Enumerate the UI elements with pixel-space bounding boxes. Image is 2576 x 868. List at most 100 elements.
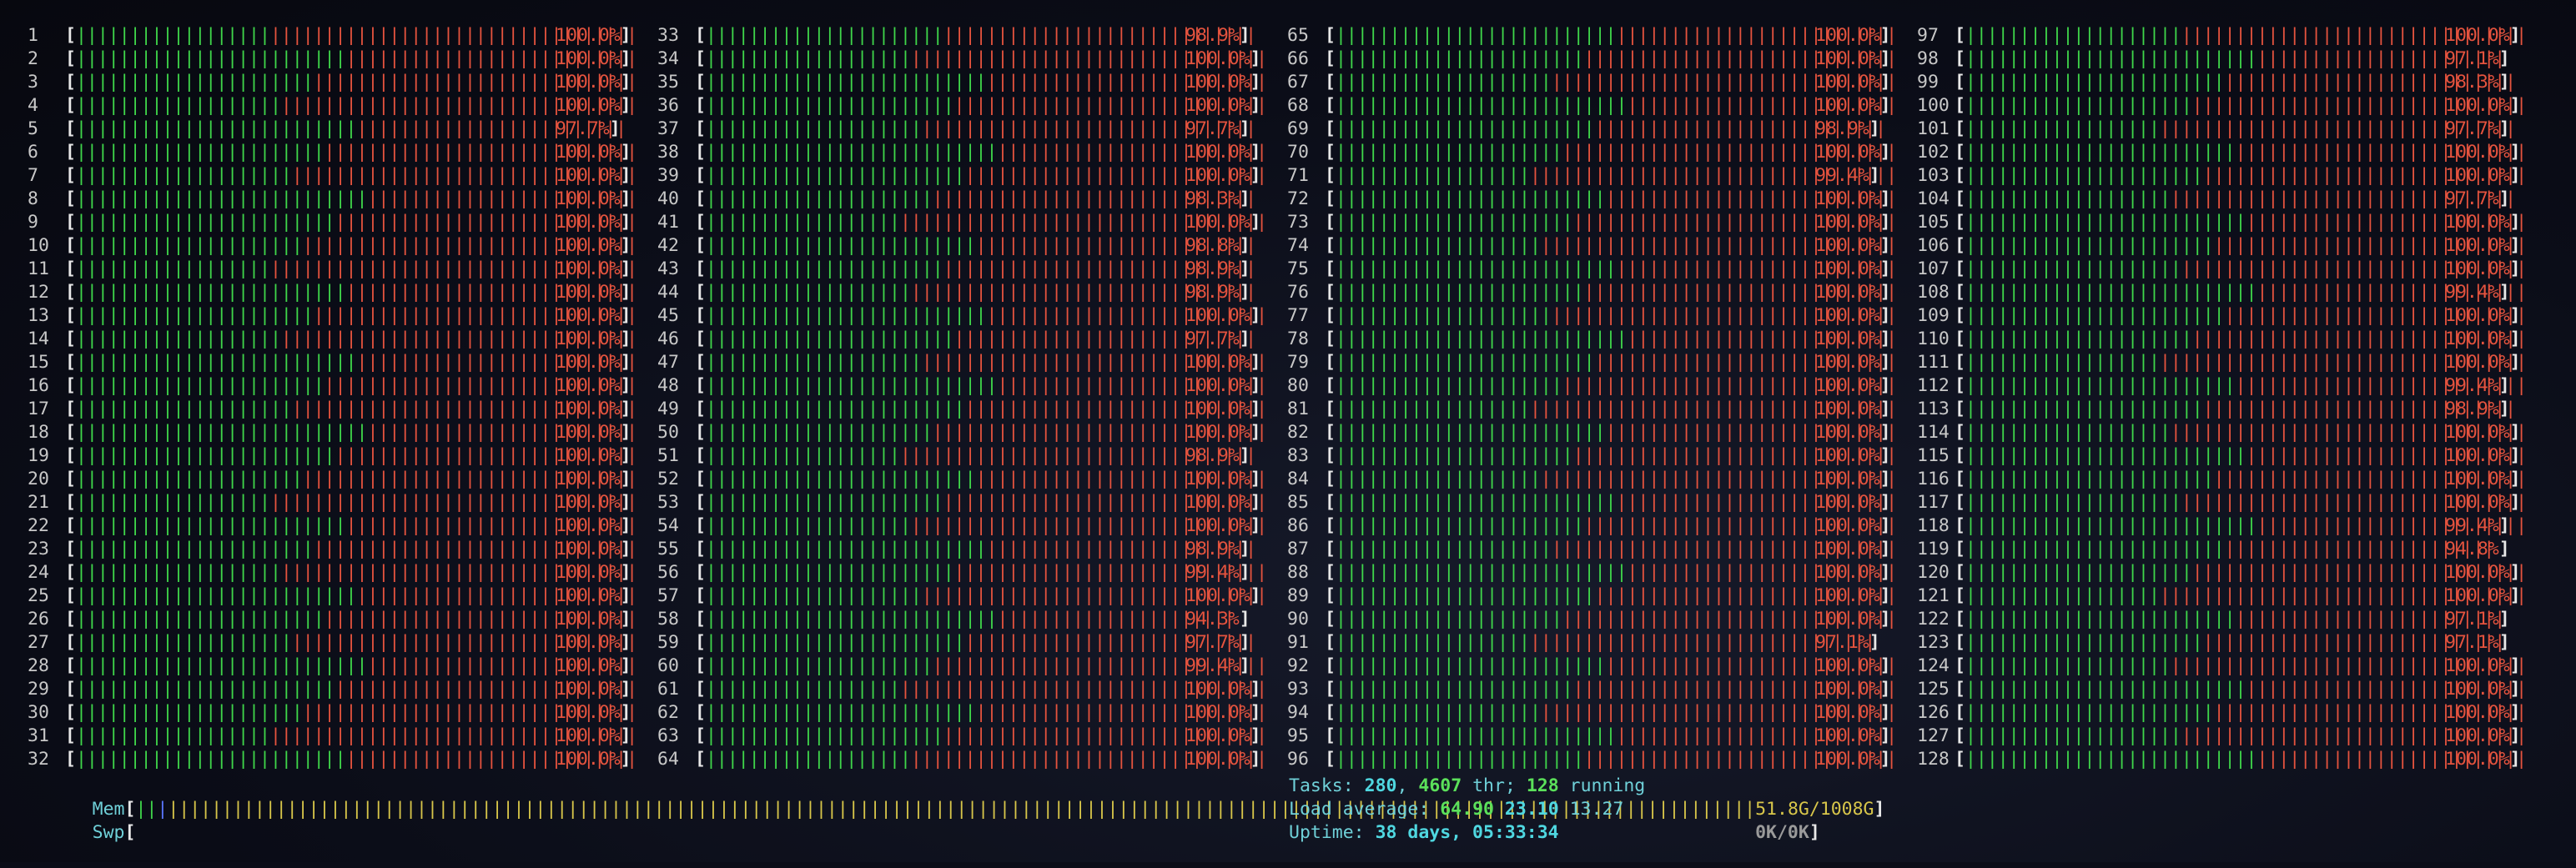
cpu-meter: 14 [|||||||||||||||||||||||||||||||||||||… bbox=[28, 328, 637, 351]
cpu-bar: [|||||||||||||||||||||||||||||||||||||||… bbox=[695, 165, 1268, 186]
cpu-bar: [|||||||||||||||||||||||||||||||||||||||… bbox=[65, 492, 638, 513]
cpu-meter: 58 [|||||||||||||||||||||||||||||||||||||… bbox=[657, 608, 1258, 631]
cpu-meter: 118 [||||||||||||||||||||||||||||||||||||… bbox=[1917, 514, 2527, 538]
cpu-bar: [|||||||||||||||||||||||||||||||||||||||… bbox=[1955, 48, 2506, 69]
cpu-meter: 27 [|||||||||||||||||||||||||||||||||||||… bbox=[28, 631, 637, 655]
cpu-id: 47 bbox=[657, 352, 679, 373]
cpu-percent: 100.0%] bbox=[1185, 399, 1261, 419]
cpu-id: 128 bbox=[1917, 749, 1950, 770]
cpu-bar: [|||||||||||||||||||||||||||||||||||||||… bbox=[1325, 305, 1898, 326]
cpu-meter: 103 [||||||||||||||||||||||||||||||||||||… bbox=[1917, 164, 2527, 188]
cpu-percent: 100.0%] bbox=[556, 72, 631, 93]
cpu-percent: 100.0%] bbox=[2445, 492, 2521, 513]
swap-meter: Swp[ 0K/0K] bbox=[92, 822, 1820, 843]
cpu-percent: 100.0%] bbox=[556, 235, 631, 256]
cpu-percent: 100.0%] bbox=[1815, 282, 1891, 303]
memory-label: Mem bbox=[92, 799, 125, 820]
cpu-percent: 100.0%] bbox=[1815, 655, 1891, 676]
cpu-percent: 100.0%] bbox=[556, 375, 631, 396]
cpu-meter: 125 [||||||||||||||||||||||||||||||||||||… bbox=[1917, 678, 2527, 701]
cpu-percent: 100.0%] bbox=[556, 445, 631, 466]
cpu-percent: 97.1%] bbox=[1815, 632, 1880, 653]
cpu-meter: 76 [|||||||||||||||||||||||||||||||||||||… bbox=[1287, 281, 1897, 304]
cpu-percent: 97.7%] bbox=[2445, 118, 2510, 139]
cpu-meter: 87 [|||||||||||||||||||||||||||||||||||||… bbox=[1287, 538, 1897, 561]
cpu-bar: [|||||||||||||||||||||||||||||||||||||||… bbox=[65, 679, 638, 700]
cpu-meter: 6 [||||||||||||||||||||||||||||||||||||||… bbox=[28, 141, 637, 164]
cpu-bar: [|||||||||||||||||||||||||||||||||||||||… bbox=[1955, 469, 2528, 489]
load-5min: 23.10 bbox=[1504, 799, 1559, 820]
cpu-id: 21 bbox=[28, 492, 49, 513]
cpu-bar: [|||||||||||||||||||||||||||||||||||||||… bbox=[695, 492, 1268, 513]
cpu-percent: 98.9%] bbox=[1185, 539, 1250, 559]
cpu-percent: 100.0%] bbox=[556, 282, 631, 303]
cpu-percent: 100.0%] bbox=[556, 749, 631, 770]
cpu-meter: 127 [||||||||||||||||||||||||||||||||||||… bbox=[1917, 725, 2527, 748]
cpu-bar: [|||||||||||||||||||||||||||||||||||||||… bbox=[65, 632, 638, 653]
cpu-id: 24 bbox=[28, 562, 49, 583]
cpu-bar: [|||||||||||||||||||||||||||||||||||||||… bbox=[65, 749, 638, 770]
cpu-id: 90 bbox=[1287, 609, 1309, 630]
cpu-id: 114 bbox=[1917, 422, 1950, 443]
cpu-percent: 100.0%] bbox=[1185, 679, 1261, 700]
cpu-percent: 98.9%] bbox=[1185, 282, 1250, 303]
cpu-bar: [|||||||||||||||||||||||||||||||||||||||… bbox=[1955, 445, 2528, 466]
cpu-bar: [|||||||||||||||||||||||||||||||||||||||… bbox=[1325, 72, 1898, 93]
cpu-id: 34 bbox=[657, 48, 679, 69]
cpu-bar: [|||||||||||||||||||||||||||||||||||||||… bbox=[65, 539, 638, 559]
cpu-id: 43 bbox=[657, 258, 679, 279]
cpu-bar: [|||||||||||||||||||||||||||||||||||||||… bbox=[1325, 585, 1898, 606]
cpu-bar: [|||||||||||||||||||||||||||||||||||||||… bbox=[65, 25, 638, 46]
cpu-bar: [|||||||||||||||||||||||||||||||||||||||… bbox=[65, 142, 638, 163]
cpu-bar: [|||||||||||||||||||||||||||||||||||||||… bbox=[1955, 679, 2528, 700]
cpu-id: 79 bbox=[1287, 352, 1309, 373]
cpu-meter: 7 [||||||||||||||||||||||||||||||||||||||… bbox=[28, 164, 637, 188]
cpu-meter: 63 [|||||||||||||||||||||||||||||||||||||… bbox=[657, 725, 1267, 748]
cpu-meter: 121 [||||||||||||||||||||||||||||||||||||… bbox=[1917, 585, 2527, 608]
cpu-id: 105 bbox=[1917, 212, 1950, 233]
cpu-meter: 35 [|||||||||||||||||||||||||||||||||||||… bbox=[657, 71, 1267, 94]
cpu-bar: [|||||||||||||||||||||||||||||||||||||||… bbox=[1955, 95, 2528, 116]
cpu-percent: 100.0%] bbox=[2445, 165, 2521, 186]
cpu-id: 1 bbox=[28, 25, 38, 46]
cpu-bar: [|||||||||||||||||||||||||||||||||||||||… bbox=[695, 632, 1257, 653]
cpu-bar: [|||||||||||||||||||||||||||||||||||||||… bbox=[1325, 632, 1876, 653]
threads-count: 4607 bbox=[1418, 775, 1462, 796]
cpu-id: 122 bbox=[1917, 609, 1950, 630]
cpu-bar: [|||||||||||||||||||||||||||||||||||||||… bbox=[1955, 282, 2528, 303]
cpu-meter: 57 [|||||||||||||||||||||||||||||||||||||… bbox=[657, 585, 1267, 608]
cpu-meter: 1 [||||||||||||||||||||||||||||||||||||||… bbox=[28, 24, 637, 48]
cpu-percent: 100.0%] bbox=[1815, 539, 1891, 559]
cpu-meter: 93 [|||||||||||||||||||||||||||||||||||||… bbox=[1287, 678, 1897, 701]
cpu-meter: 3 [||||||||||||||||||||||||||||||||||||||… bbox=[28, 71, 637, 94]
cpu-bar: [|||||||||||||||||||||||||||||||||||||||… bbox=[1325, 702, 1898, 723]
cpu-id: 20 bbox=[28, 469, 49, 489]
cpu-meter: 22 [|||||||||||||||||||||||||||||||||||||… bbox=[28, 514, 637, 538]
cpu-meter: 78 [|||||||||||||||||||||||||||||||||||||… bbox=[1287, 328, 1897, 351]
cpu-percent: 100.0%] bbox=[1185, 165, 1261, 186]
cpu-id: 76 bbox=[1287, 282, 1309, 303]
cpu-bar: [|||||||||||||||||||||||||||||||||||||||… bbox=[1955, 422, 2528, 443]
cpu-bar: [|||||||||||||||||||||||||||||||||||||||… bbox=[1325, 515, 1898, 536]
cpu-percent: 99.4%] bbox=[1185, 655, 1250, 676]
cpu-meter: 9 [||||||||||||||||||||||||||||||||||||||… bbox=[28, 211, 637, 234]
cpu-percent: 100.0%] bbox=[1815, 725, 1891, 746]
cpu-meter: 120 [||||||||||||||||||||||||||||||||||||… bbox=[1917, 561, 2527, 585]
cpu-id: 17 bbox=[28, 399, 49, 419]
cpu-bar: [|||||||||||||||||||||||||||||||||||||||… bbox=[695, 679, 1268, 700]
cpu-percent: 100.0%] bbox=[2445, 679, 2521, 700]
cpu-meter: 10 [|||||||||||||||||||||||||||||||||||||… bbox=[28, 234, 637, 258]
cpu-percent: 100.0%] bbox=[556, 48, 631, 69]
cpu-bar: [|||||||||||||||||||||||||||||||||||||||… bbox=[1325, 469, 1898, 489]
cpu-percent: 100.0%] bbox=[556, 399, 631, 419]
cpu-percent: 100.0%] bbox=[1185, 48, 1261, 69]
cpu-meter: 85 [|||||||||||||||||||||||||||||||||||||… bbox=[1287, 491, 1897, 514]
cpu-percent: 100.0%] bbox=[1185, 585, 1261, 606]
cpu-id: 96 bbox=[1287, 749, 1309, 770]
cpu-meter: 64 [|||||||||||||||||||||||||||||||||||||… bbox=[657, 748, 1267, 771]
cpu-meter: 36 [|||||||||||||||||||||||||||||||||||||… bbox=[657, 94, 1267, 118]
cpu-bar: [|||||||||||||||||||||||||||||||||||||||… bbox=[65, 48, 638, 69]
cpu-meter: 101 [||||||||||||||||||||||||||||||||||||… bbox=[1917, 118, 2518, 141]
cpu-bar: [|||||||||||||||||||||||||||||||||||||||… bbox=[1325, 375, 1898, 396]
cpu-percent: 100.0%] bbox=[556, 585, 631, 606]
